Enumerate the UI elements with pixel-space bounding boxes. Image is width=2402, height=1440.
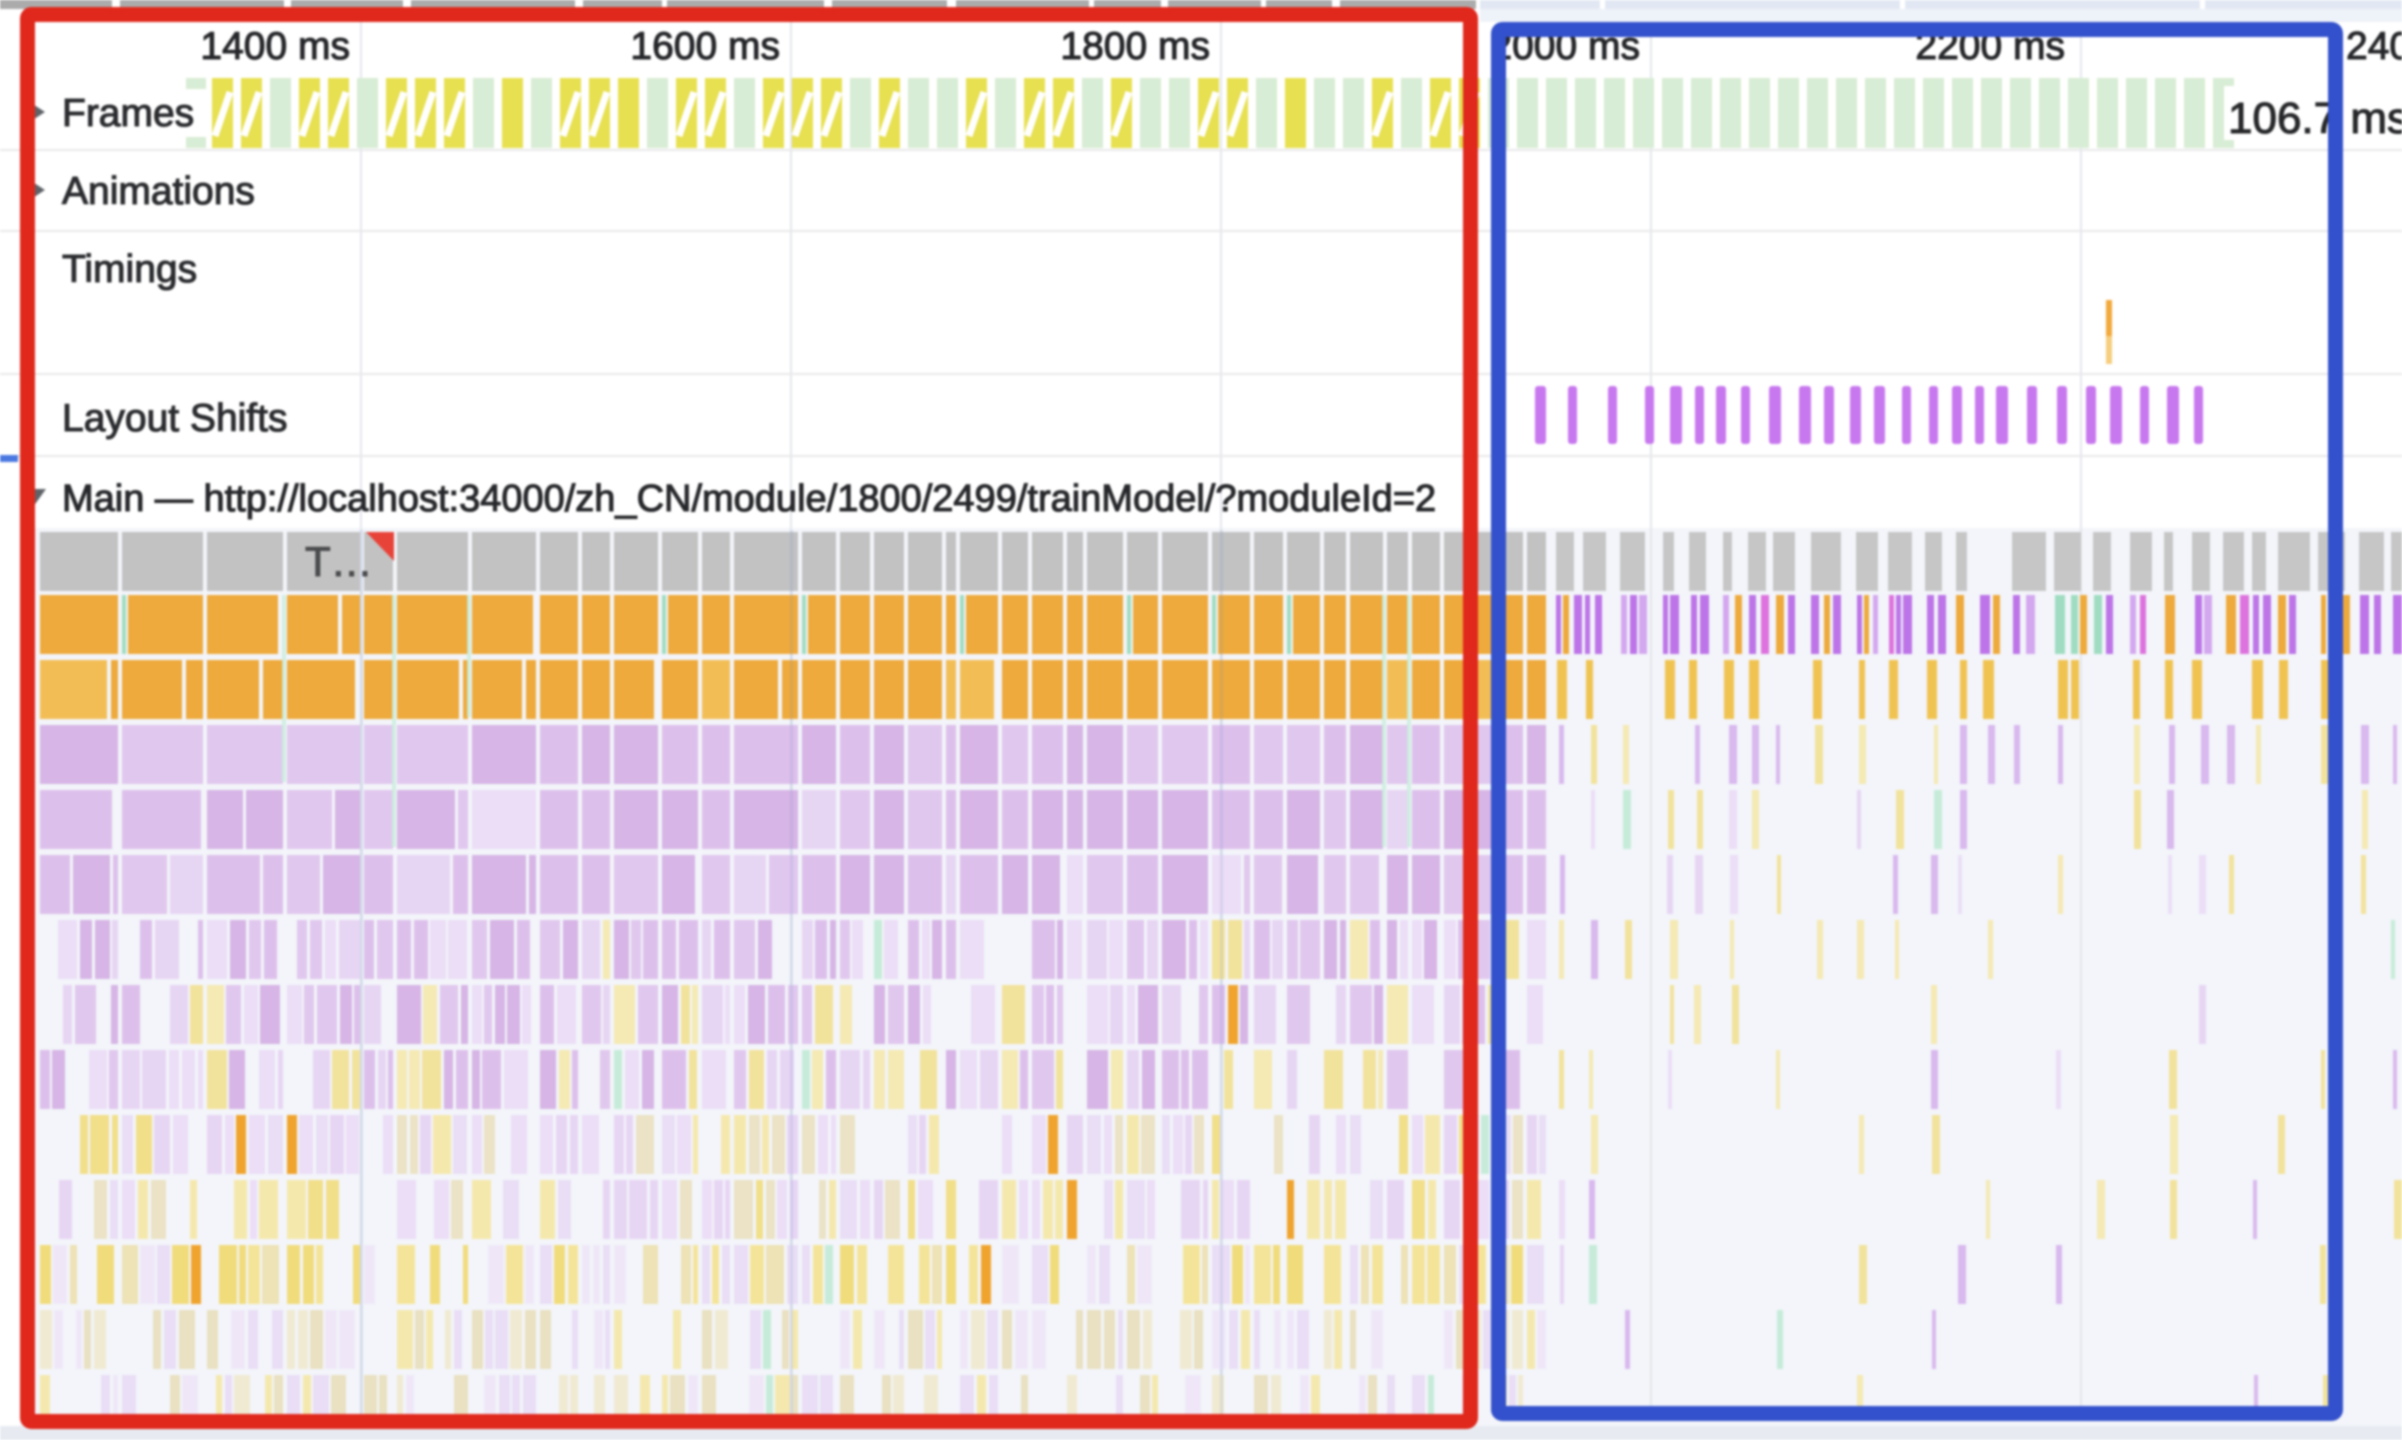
svg-text:Frames: Frames bbox=[62, 92, 194, 135]
svg-text:Layout Shifts: Layout Shifts bbox=[62, 397, 287, 440]
svg-text:1600 ms: 1600 ms bbox=[630, 25, 780, 68]
svg-text:Timings: Timings bbox=[62, 248, 197, 291]
svg-text:Animations: Animations bbox=[62, 170, 255, 213]
svg-text:T…: T… bbox=[305, 538, 373, 585]
svg-text:2400 ms: 2400 ms bbox=[2346, 25, 2402, 68]
svg-text:106.7 ms: 106.7 ms bbox=[2228, 94, 2402, 143]
svg-text:Main — http://localhost:34000/: Main — http://localhost:34000/zh_CN/modu… bbox=[62, 478, 1436, 520]
svg-text:1800 ms: 1800 ms bbox=[1060, 25, 1210, 68]
svg-text:1400 ms: 1400 ms bbox=[200, 25, 350, 68]
